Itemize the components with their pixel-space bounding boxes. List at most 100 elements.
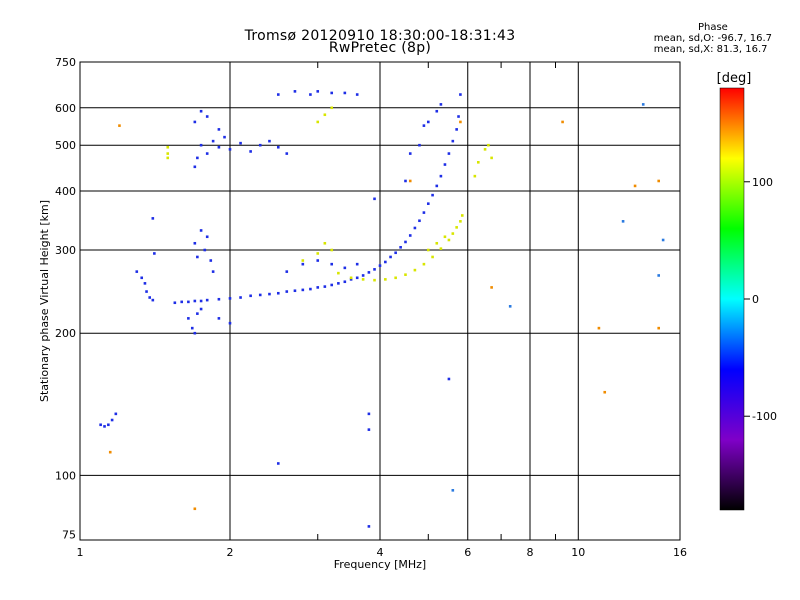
data-point: [145, 290, 148, 293]
data-point: [309, 93, 312, 96]
data-point: [249, 150, 252, 153]
data-point: [621, 220, 625, 223]
data-point: [603, 390, 607, 394]
data-point: [418, 219, 421, 223]
data-point: [373, 268, 376, 271]
data-point: [373, 278, 376, 282]
data-point: [217, 128, 221, 131]
data-point: [508, 305, 512, 308]
data-point: [367, 271, 371, 274]
y-tick-label: 200: [55, 327, 76, 340]
y-axis-label: Stationary phase Virtual Height [km]: [38, 200, 51, 402]
data-point: [276, 291, 280, 295]
data-point: [135, 270, 139, 273]
data-point: [404, 240, 407, 244]
data-point: [239, 296, 242, 299]
data-point: [330, 248, 334, 252]
data-point: [193, 120, 197, 124]
grid: [80, 62, 680, 540]
data-point: [330, 106, 334, 110]
data-point: [447, 238, 451, 242]
data-point: [343, 266, 347, 270]
data-point: [657, 274, 660, 277]
data-point: [217, 297, 221, 301]
x-tick-label: 2: [227, 546, 234, 559]
data-point: [228, 148, 232, 151]
data-point: [258, 293, 262, 297]
data-point: [460, 214, 464, 217]
phase-stats-o: mean, sd,O: -96.7, 16.7: [653, 33, 772, 44]
data-point: [422, 211, 426, 214]
data-point: [451, 232, 455, 235]
data-point: [367, 428, 371, 431]
x-tick-label: 16: [673, 546, 687, 559]
data-point: [483, 148, 487, 151]
data-point: [196, 255, 199, 259]
data-point: [205, 298, 209, 302]
data-point: [316, 252, 320, 255]
data-point: [228, 297, 232, 300]
y-tick-label: 500: [55, 139, 76, 152]
data-point: [439, 103, 443, 106]
y-tick-label: 600: [55, 102, 76, 115]
data-point: [285, 290, 289, 293]
data-point: [426, 120, 430, 124]
data-point: [187, 317, 190, 320]
data-point: [217, 145, 221, 149]
data-point: [110, 418, 114, 422]
x-axis-ticks: 1 2 4 6 8 10 16: [77, 62, 687, 559]
data-point: [118, 124, 121, 127]
colorbar: [719, 87, 745, 511]
data-point: [301, 262, 305, 266]
data-point: [166, 156, 170, 160]
data-point: [361, 278, 365, 281]
data-point: [103, 425, 106, 428]
data-point: [316, 259, 320, 262]
data-point: [435, 241, 439, 245]
data-point: [367, 412, 371, 416]
data-point: [597, 326, 601, 330]
data-point: [459, 220, 462, 223]
data-point: [408, 152, 412, 155]
data-point: [199, 143, 203, 147]
data-point: [404, 273, 407, 276]
data-point: [205, 115, 209, 118]
data-point: [316, 90, 320, 93]
data-point: [276, 462, 280, 465]
data-point: [330, 262, 334, 266]
data-point: [343, 280, 347, 284]
data-point: [148, 296, 152, 299]
data-point: [451, 489, 455, 492]
y-tick-label: 400: [55, 185, 76, 198]
data-point: [211, 270, 215, 273]
data-point: [337, 282, 340, 285]
data-point: [490, 156, 493, 160]
plot-frame: [79, 61, 681, 541]
data-point: [439, 247, 443, 250]
data-point: [355, 93, 359, 96]
phase-stats: Phase mean, sd,O: -96.7, 16.7 mean, sd,X…: [654, 22, 772, 55]
data-point: [301, 288, 305, 292]
data-point: [426, 248, 430, 252]
data-point: [349, 278, 353, 281]
data-point: [422, 124, 426, 127]
data-point: [193, 507, 197, 511]
x-tick-label: 4: [377, 546, 384, 559]
data-point: [316, 120, 320, 124]
x-tick-label: 8: [527, 546, 534, 559]
data-point: [355, 262, 359, 266]
data-point: [228, 321, 232, 325]
data-point: [187, 300, 190, 304]
data-point: [343, 91, 347, 95]
data-point: [114, 412, 118, 416]
data-point: [193, 299, 197, 303]
data-point: [166, 145, 170, 149]
data-point: [384, 260, 387, 264]
data-point: [151, 217, 155, 220]
data-point: [199, 229, 203, 232]
data-point: [143, 282, 147, 285]
phase-stats-heading: Phase: [697, 22, 728, 33]
data-point: [330, 91, 334, 95]
data-point: [443, 235, 447, 239]
data-point: [399, 245, 402, 249]
